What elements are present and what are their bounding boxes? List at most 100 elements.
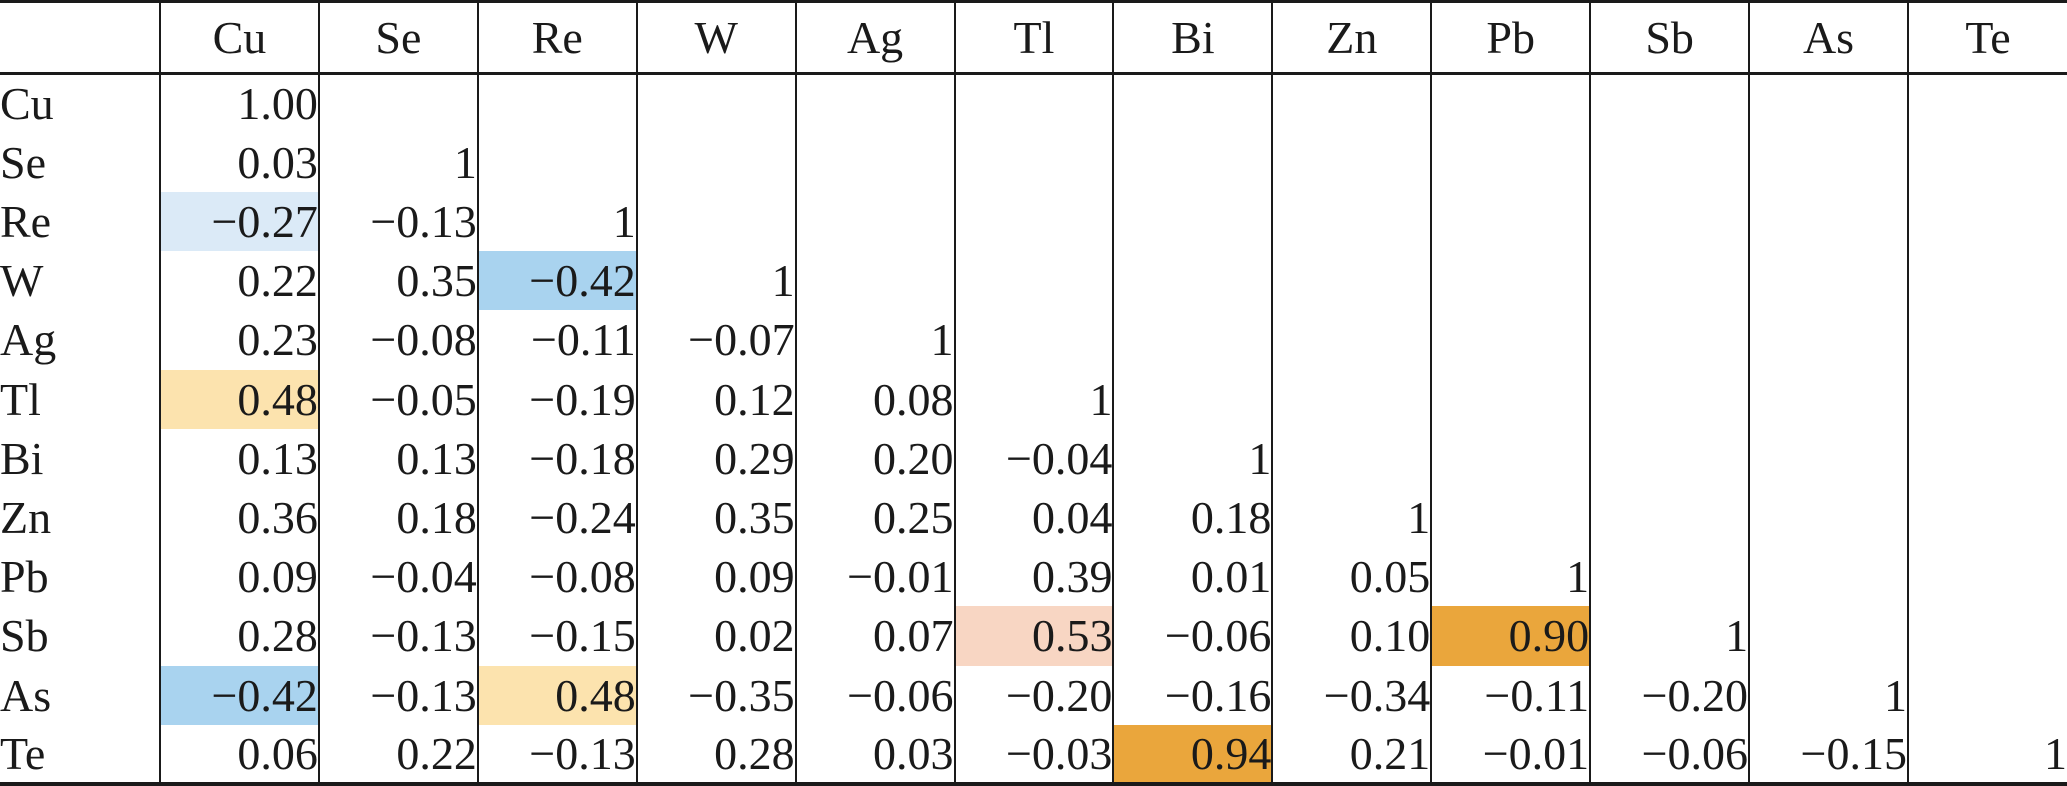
row-header-bi: Bi	[0, 432, 44, 484]
row-header-cu: Cu	[0, 78, 54, 130]
cell-te-sb: −0.06	[1589, 724, 1750, 784]
cell-zn-tl: 0.04	[953, 487, 1114, 548]
cell-as-tl: −0.20	[953, 665, 1114, 725]
cell-zn-pb	[1430, 487, 1591, 548]
cell-ag-bi	[1112, 310, 1273, 370]
cell-zn-w: 0.35	[635, 487, 796, 548]
cell-ag-as	[1748, 310, 1908, 370]
cell-bi-tl: −0.04	[953, 428, 1114, 488]
cell-te-as: −0.15	[1748, 724, 1908, 784]
matrix-row-bi: Bi 0.13 0.13 −0.18 0.29 0.20 −0.04 1	[0, 428, 2067, 488]
cell-as-bi: −0.16	[1112, 665, 1273, 725]
cell-se-cu: 0.03	[159, 132, 319, 192]
cell-cu-as	[1748, 73, 1908, 133]
matrix-row-zn: Zn 0.36 0.18 −0.24 0.35 0.25 0.04 0.18 1	[0, 487, 2067, 548]
column-header-te: Te	[1906, 1, 2067, 75]
cell-bi-se: 0.13	[317, 428, 478, 488]
cell-re-pb	[1430, 191, 1591, 252]
cell-ag-cu: 0.23	[159, 310, 319, 370]
cell-re-te	[1906, 191, 2067, 252]
cell-pb-sb	[1589, 547, 1750, 607]
row-header-pb: Pb	[0, 551, 49, 603]
column-header-cu: Cu	[159, 1, 319, 75]
cell-w-sb	[1589, 251, 1750, 311]
cell-ag-pb	[1430, 310, 1591, 370]
cell-bi-zn	[1271, 428, 1432, 488]
cell-zn-ag: 0.25	[794, 487, 955, 548]
cell-as-pb: −0.11	[1430, 665, 1591, 725]
column-header-w: W	[635, 1, 796, 75]
cell-as-te	[1906, 665, 2067, 725]
cell-te-se: 0.22	[317, 724, 478, 784]
row-header-as: As	[0, 669, 52, 721]
column-header-re: Re	[476, 1, 637, 75]
row-header-w: W	[0, 255, 44, 307]
cell-sb-ag: 0.07	[794, 606, 955, 666]
cell-re-re: 1	[476, 191, 637, 252]
cell-cu-pb	[1430, 73, 1591, 133]
row-header-zn: Zn	[0, 492, 52, 544]
row-header-re: Re	[0, 196, 52, 247]
cell-ag-zn	[1271, 310, 1432, 370]
cell-ag-ag: 1	[794, 310, 955, 370]
row-header-se: Se	[0, 136, 46, 188]
cell-se-w	[635, 132, 796, 192]
cell-tl-te	[1906, 369, 2067, 429]
row-header-te: Te	[0, 727, 46, 779]
cell-sb-as	[1748, 606, 1908, 666]
cell-tl-bi	[1112, 369, 1273, 429]
cell-tl-re: −0.19	[476, 369, 637, 429]
cell-zn-re: −0.24	[476, 487, 637, 548]
cell-se-re	[476, 132, 637, 192]
cell-re-zn	[1271, 191, 1432, 252]
matrix-row-se: Se 0.03 1	[0, 132, 2067, 192]
cell-cu-tl	[953, 73, 1114, 133]
cell-sb-zn: 0.10	[1271, 606, 1432, 666]
cell-pb-ag: −0.01	[794, 547, 955, 607]
cell-re-se: −0.13	[317, 191, 478, 252]
cell-te-w: 0.28	[635, 724, 796, 784]
cell-cu-re	[476, 73, 637, 133]
cell-tl-tl: 1	[953, 369, 1114, 429]
cell-se-sb	[1589, 132, 1750, 192]
corner-cell	[0, 1, 160, 75]
cell-sb-re: −0.15	[476, 606, 637, 666]
cell-w-cu: 0.22	[159, 251, 319, 311]
cell-zn-as	[1748, 487, 1908, 548]
cell-pb-as	[1748, 547, 1908, 607]
matrix-row-te: Te 0.06 0.22 −0.13 0.28 0.03 −0.03 0.94 0.21 −0.0…	[0, 724, 2067, 784]
cell-w-bi	[1112, 251, 1273, 311]
cell-te-re: −0.13	[476, 724, 637, 784]
matrix-row-re: Re −0.27 −0.13 1	[0, 191, 2067, 252]
cell-w-te	[1906, 251, 2067, 311]
cell-bi-bi: 1	[1112, 428, 1273, 488]
cell-as-w: −0.35	[635, 665, 796, 725]
cell-ag-te	[1906, 310, 2067, 370]
cell-te-te: 1	[1906, 724, 2067, 784]
cell-pb-se: −0.04	[317, 547, 478, 607]
cell-se-tl	[953, 132, 1114, 192]
header-row: Cu Se Re W Ag Tl Bi Zn Pb Sb As Te	[0, 1, 2067, 75]
row-header-sb: Sb	[0, 610, 49, 662]
cell-zn-bi: 0.18	[1112, 487, 1273, 548]
cell-bi-w: 0.29	[635, 428, 796, 488]
cell-se-as	[1748, 132, 1908, 192]
cell-se-pb	[1430, 132, 1591, 192]
cell-tl-sb	[1589, 369, 1750, 429]
cell-as-cu: −0.42	[159, 665, 319, 725]
cell-re-tl	[953, 191, 1114, 252]
cell-zn-cu: 0.36	[159, 487, 319, 548]
cell-cu-se	[317, 73, 478, 133]
cell-tl-se: −0.05	[317, 369, 478, 429]
cell-sb-pb: 0.90	[1430, 606, 1591, 666]
cell-bi-pb	[1430, 428, 1591, 488]
cell-te-tl: −0.03	[953, 724, 1114, 784]
cell-zn-te	[1906, 487, 2067, 548]
cell-zn-se: 0.18	[317, 487, 478, 548]
column-header-pb: Pb	[1430, 1, 1591, 75]
cell-as-sb: −0.20	[1589, 665, 1750, 725]
cell-ag-w: −0.07	[635, 310, 796, 370]
cell-bi-cu: 0.13	[159, 428, 319, 488]
row-header-ag: Ag	[0, 314, 57, 366]
cell-tl-as	[1748, 369, 1908, 429]
